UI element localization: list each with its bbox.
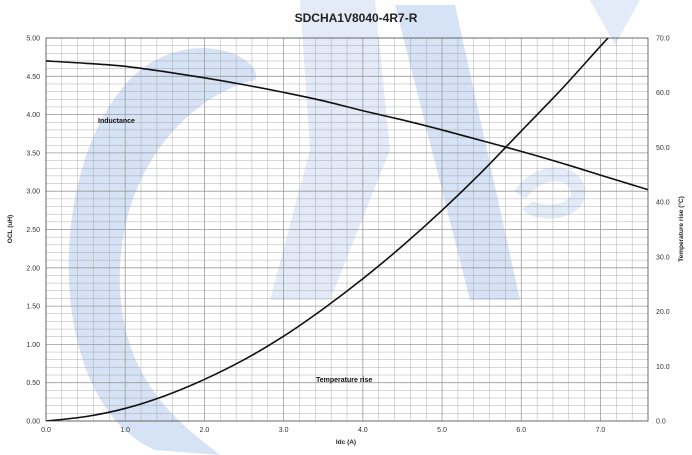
right-y-tick-label: 0.0 bbox=[656, 419, 666, 426]
left-y-tick-label: 1.00 bbox=[26, 342, 40, 349]
left-y-tick-label: 2.50 bbox=[26, 227, 40, 234]
right-y-tick-label: 50.0 bbox=[656, 145, 670, 152]
series-annotations: Inductance Temperature rise bbox=[98, 118, 372, 384]
right-y-tick-label: 60.0 bbox=[656, 90, 670, 97]
watermark-letter-e bbox=[514, 167, 585, 219]
right-y-tick-label: 40.0 bbox=[656, 200, 670, 207]
left-y-axis-label: OCL (uH) bbox=[7, 215, 14, 243]
right-y-tick-label: 20.0 bbox=[656, 309, 670, 316]
watermark-logo bbox=[68, 0, 640, 455]
left-y-tick-label: 4.00 bbox=[26, 112, 40, 119]
temperature-rise-annotation: Temperature rise bbox=[316, 377, 372, 384]
left-y-tick-label: 0.50 bbox=[26, 380, 40, 387]
right-y-tick-label: 70.0 bbox=[656, 36, 670, 43]
x-tick-label: 4.0 bbox=[358, 427, 368, 434]
right-y-tick-label: 10.0 bbox=[656, 364, 670, 371]
left-y-tick-label: 3.50 bbox=[26, 150, 40, 157]
watermark-arc bbox=[68, 48, 257, 455]
right-y-tick-labels: 0.0 10.0 20.0 30.0 40.0 50.0 60.0 70.0 bbox=[656, 36, 670, 426]
x-tick-label: 5.0 bbox=[437, 427, 447, 434]
left-y-tick-label: 0.00 bbox=[26, 419, 40, 426]
left-y-tick-label: 1.50 bbox=[26, 304, 40, 311]
right-y-tick-label: 30.0 bbox=[656, 254, 670, 261]
watermark-stroke bbox=[270, 0, 390, 300]
x-axis-label: Idc (A) bbox=[336, 439, 356, 446]
left-y-tick-labels: 0.00 0.50 1.00 1.50 2.00 2.50 3.00 3.50 4.00 4.50… bbox=[26, 36, 40, 426]
temperature-rise-line bbox=[46, 38, 610, 421]
left-y-tick-label: 5.00 bbox=[26, 36, 40, 43]
chart-title: SDCHA1V8040-4R7-R bbox=[295, 11, 418, 25]
x-tick-label: 2.0 bbox=[200, 427, 210, 434]
series-lines bbox=[46, 38, 648, 421]
watermark-corner bbox=[590, 0, 640, 45]
x-tick-label: 6.0 bbox=[516, 427, 526, 434]
x-tick-label: 1.0 bbox=[120, 427, 130, 434]
plot-frame bbox=[45, 37, 649, 422]
grid-lines bbox=[45, 37, 649, 422]
x-tick-labels: 0.0 1.0 2.0 3.0 4.0 5.0 6.0 7.0 bbox=[41, 427, 605, 434]
x-tick-label: 7.0 bbox=[596, 427, 606, 434]
x-tick-label: 0.0 bbox=[41, 427, 51, 434]
x-tick-label: 3.0 bbox=[279, 427, 289, 434]
left-y-tick-label: 2.00 bbox=[26, 265, 40, 272]
left-y-tick-label: 3.00 bbox=[26, 189, 40, 196]
right-y-axis-label: Temperature rise (°C) bbox=[677, 196, 685, 262]
left-y-tick-label: 4.50 bbox=[26, 74, 40, 81]
inductance-annotation: Inductance bbox=[98, 118, 135, 125]
inductance-line bbox=[46, 60, 648, 191]
